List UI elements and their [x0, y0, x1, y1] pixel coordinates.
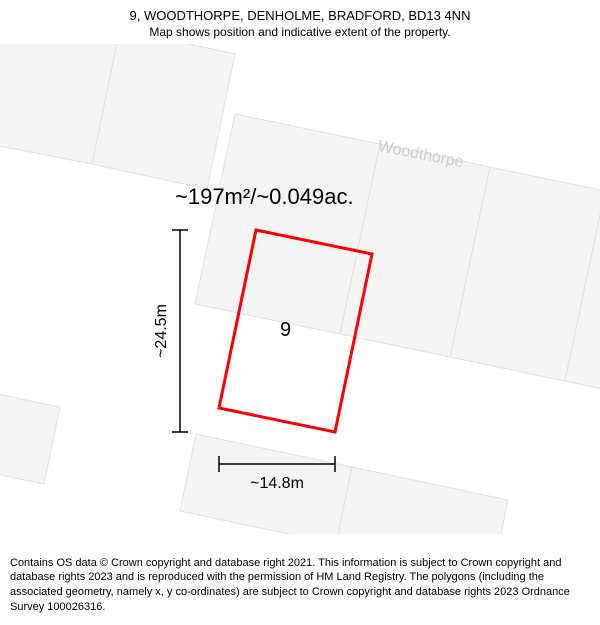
height-label: ~24.5m — [153, 304, 170, 358]
cadastral-map: Woodthorpe9~197m²/~0.049ac.~24.5m~14.8m — [0, 44, 600, 534]
house-number-label: 9 — [280, 319, 291, 341]
width-label: ~14.8m — [250, 475, 304, 492]
header: 9, WOODTHORPE, DENHOLME, BRADFORD, BD13 … — [0, 0, 600, 43]
page-title: 9, WOODTHORPE, DENHOLME, BRADFORD, BD13 … — [10, 8, 590, 23]
footer-copyright: Contains OS data © Crown copyright and d… — [0, 550, 600, 625]
page-subtitle: Map shows position and indicative extent… — [10, 25, 590, 39]
map-container: Woodthorpe9~197m²/~0.049ac.~24.5m~14.8m — [0, 44, 600, 534]
area-label: ~197m²/~0.049ac. — [175, 184, 354, 209]
